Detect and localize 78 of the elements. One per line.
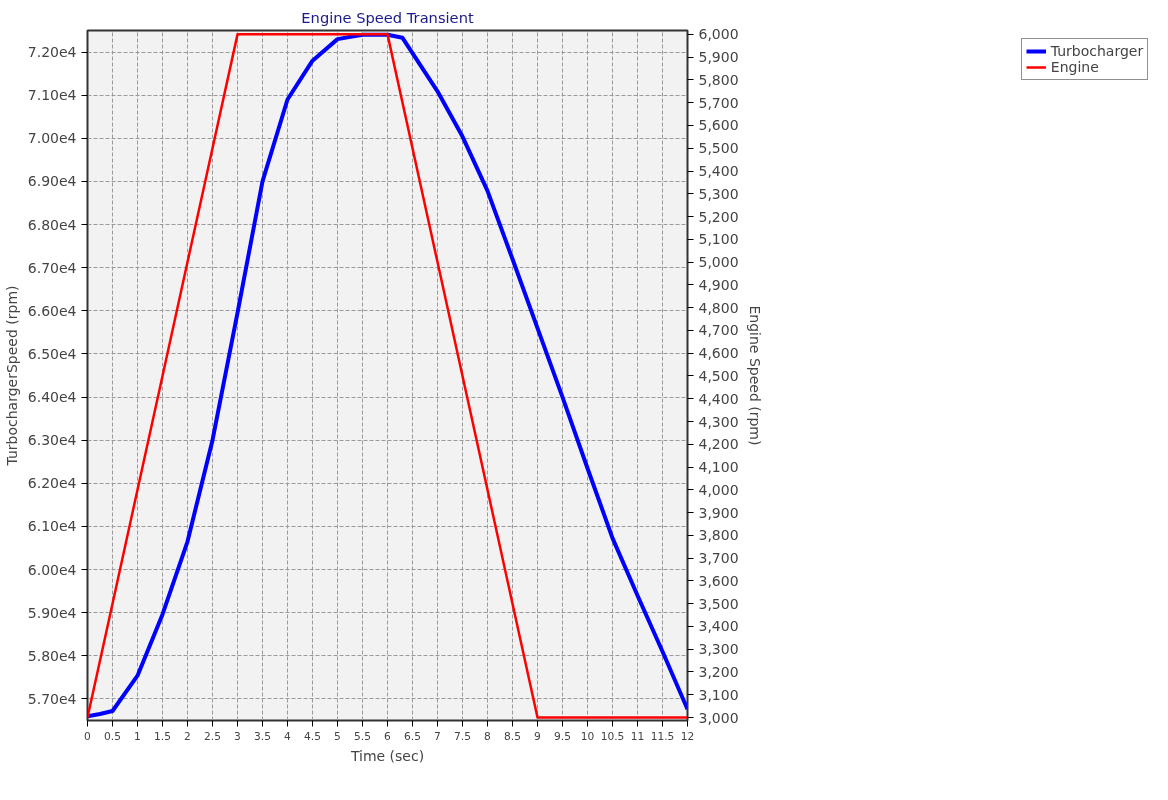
x-tick-label: 1.5 <box>154 729 171 743</box>
y-tick-label: 6.80e4 <box>27 216 77 233</box>
y2-tick-label: 5,900 <box>698 49 739 66</box>
y-tick-label: 6.00e4 <box>27 561 77 578</box>
y-tick-label: 6.60e4 <box>27 302 77 319</box>
x-tick-label: 6.5 <box>404 729 421 743</box>
y2-tick-label: 3,900 <box>698 504 739 521</box>
x-tick-label: 3 <box>234 729 241 743</box>
y2-tick-label: 5,400 <box>698 163 739 179</box>
y2-tick-label: 3,000 <box>698 709 739 726</box>
y2-tick-label: 3,800 <box>698 527 739 544</box>
y2-tick-label: 4,900 <box>698 276 739 293</box>
y2-tick-label: 4,200 <box>698 436 739 453</box>
x-tick-label: 9.5 <box>554 729 571 743</box>
x-tick-label: 7.5 <box>454 729 471 743</box>
y2-tick-label: 3,700 <box>698 550 739 567</box>
y2-tick-label: 4,800 <box>698 299 739 316</box>
y-tick-label: 6.20e4 <box>27 475 77 492</box>
x-tick-label: 11 <box>630 729 645 743</box>
y2-tick-label: 5,200 <box>698 208 739 225</box>
y-tick-label: 6.40e4 <box>27 389 77 406</box>
x-tick-label: 6 <box>384 729 392 743</box>
x-tick-label: 5 <box>334 729 341 743</box>
y-tick-label: 7.10e4 <box>27 87 77 104</box>
x-tick-label: 2 <box>184 729 191 743</box>
y2-tick-label: 4,500 <box>698 367 739 384</box>
y-tick-label: 6.70e4 <box>27 259 77 276</box>
y-tick-label: 7.20e4 <box>27 44 77 61</box>
y2-tick-label: 3,400 <box>698 618 739 635</box>
x-tick-label: 0.5 <box>104 729 121 743</box>
y-tick-label: 6.50e4 <box>27 345 77 362</box>
y2-tick-label: 5,100 <box>698 231 739 248</box>
legend-label: Turbocharger <box>1050 43 1144 59</box>
y2-tick-label: 5,000 <box>698 254 739 271</box>
y-tick-label: 6.10e4 <box>27 518 77 535</box>
x-tick-label: 0 <box>84 729 92 743</box>
x-tick-label: 10 <box>580 729 595 743</box>
x-tick-label: 12 <box>680 729 695 743</box>
x-tick-label: 8 <box>484 729 492 743</box>
y2-tick-label: 5,500 <box>698 140 739 157</box>
y-tick-label: 6.30e4 <box>27 432 77 449</box>
x-axis-title: Time (sec) <box>349 747 425 764</box>
y-tick-label: 5.70e4 <box>27 690 77 707</box>
x-tick-label: 4 <box>284 729 292 743</box>
x-tick-label: 8.5 <box>504 729 521 743</box>
y-tick-label: 5.80e4 <box>27 647 77 664</box>
x-tick-label: 11.5 <box>650 729 675 743</box>
x-tick-label: 5.5 <box>354 729 371 743</box>
y2-tick-label: 5,700 <box>698 94 739 111</box>
y2-tick-label: 5,300 <box>698 185 739 202</box>
x-tick-label: 7 <box>434 729 441 743</box>
x-tick-label: 3.5 <box>254 729 271 743</box>
x-tick-label: 9 <box>534 729 542 743</box>
y2-tick-label: 4,300 <box>698 413 739 430</box>
y2-tick-label: 6,000 <box>698 26 739 43</box>
y2-tick-label: 4,400 <box>698 390 739 407</box>
y2-tick-label: 4,700 <box>698 322 739 339</box>
x-tick-label: 4.5 <box>304 729 321 743</box>
x-tick-label: 10.5 <box>600 729 625 743</box>
y2-tick-label: 4,000 <box>698 481 739 498</box>
y2-tick-label: 3,100 <box>698 686 739 703</box>
chart-title: Engine Speed Transient <box>301 8 474 26</box>
y2-tick-label: 5,600 <box>698 117 739 134</box>
y2-tick-label: 3,300 <box>698 641 739 658</box>
y2-tick-label: 3,600 <box>698 572 739 589</box>
x-tick-label: 2.5 <box>204 729 221 743</box>
y-tick-label: 5.90e4 <box>27 604 77 621</box>
legend-label: Engine <box>1050 59 1099 75</box>
y2-tick-label: 3,200 <box>698 664 739 680</box>
y2-tick-label: 3,500 <box>698 595 739 612</box>
y-tick-label: 7.00e4 <box>27 130 77 147</box>
y-axis-title: TurbochargerSpeed (rpm) <box>3 285 20 467</box>
y2-tick-label: 5,800 <box>698 71 739 88</box>
y2-tick-label: 4,600 <box>698 345 739 362</box>
y-tick-label: 6.90e4 <box>27 173 77 190</box>
y2-tick-label: 4,100 <box>698 459 739 476</box>
x-tick-label: 1 <box>134 729 141 743</box>
y2-axis-title: Engine Speed (rpm) <box>746 305 763 446</box>
